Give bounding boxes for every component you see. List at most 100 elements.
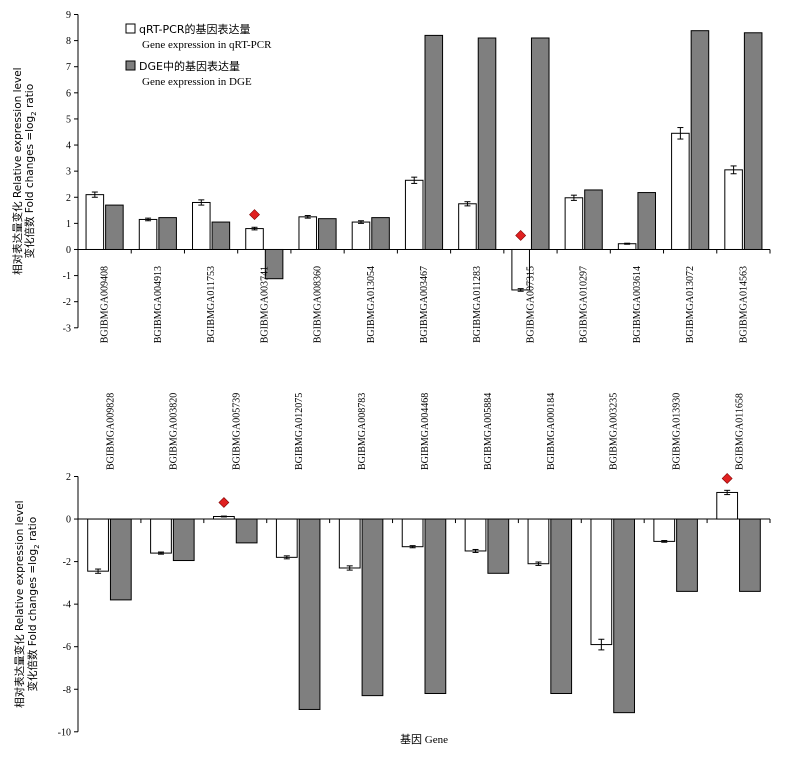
marker-diamond	[218, 497, 230, 508]
category-label: BGIBMGA010297	[579, 266, 590, 343]
bar-dge	[676, 518, 698, 592]
category-label: BGIBMGA011283	[472, 266, 483, 343]
bar-qrt-pcr	[87, 518, 109, 572]
category-label: BGIBMGA009828	[105, 393, 116, 470]
marker-diamond	[515, 230, 527, 241]
category-label: BGIBMGA013054	[366, 266, 377, 343]
bar-qrt-pcr	[138, 218, 158, 250]
bar-qrt-pcr	[527, 518, 550, 565]
bar-dge	[739, 518, 761, 592]
y-axis-title-line2: 变化倍数 Fold changes =log2 ratio	[26, 517, 41, 692]
category-label: BGIBMGA008360	[313, 266, 324, 343]
y-axis-title-tail: ratio	[24, 84, 36, 112]
category-label: BGIBMGA014563	[738, 266, 749, 343]
category-label: BGIBMGA013072	[685, 266, 696, 343]
y-axis-title-subscript: 2	[30, 111, 38, 115]
category-label: BGIBMGA003741	[259, 266, 270, 343]
legend-swatch-dge	[125, 60, 136, 71]
bar-qrt-pcr	[401, 518, 424, 548]
bar-qrt-pcr	[404, 179, 424, 250]
category-label: BGIBMGA009408	[100, 266, 111, 343]
bar-dge	[361, 518, 384, 697]
category-label: BGIBMGA005739	[231, 393, 242, 470]
category-label: BGIBMGA007315	[525, 266, 536, 343]
bar-qrt-pcr	[716, 491, 739, 520]
category-label: BGIBMGA011658	[735, 393, 746, 470]
bar-qrt-pcr	[458, 203, 477, 250]
bar-dge	[690, 30, 710, 250]
category-label: BGIBMGA003614	[632, 266, 643, 343]
y-tick-label: 5	[66, 114, 71, 125]
legend-label-dge-en: Gene expression in DGE	[142, 76, 252, 88]
bar-dge	[235, 518, 258, 544]
bar-dge	[424, 518, 447, 695]
y-tick-label: -10	[58, 727, 71, 738]
marker-diamond	[721, 473, 733, 484]
y-tick-label: 3	[66, 167, 71, 178]
bar-qrt-pcr	[351, 221, 371, 250]
top-chart: 9 8 7 6 5 4 3 2 1 0 -1 -2 -3 BGIBMGA009408 BGIBMGA0049…	[11, 10, 771, 343]
category-label: BGIBMGA003235	[609, 393, 620, 470]
bar-dge	[743, 32, 763, 250]
bar-dge	[318, 218, 337, 250]
legend: qRT-PCR的基因表达量 Gene expression in qRT-PCR…	[125, 22, 272, 88]
bar-qrt-pcr	[464, 518, 487, 552]
bar-dge	[109, 518, 132, 601]
bar-qrt-pcr	[298, 216, 318, 250]
y-tick-label: 1	[66, 219, 71, 230]
bar-dge	[424, 34, 444, 250]
legend-swatch-qrt-pcr	[125, 23, 136, 34]
legend-label-qrt-pcr-en: Gene expression in qRT-PCR	[142, 39, 272, 51]
y-tick-label: 7	[66, 62, 71, 73]
bar-qrt-pcr	[590, 518, 613, 646]
bar-dge	[550, 518, 573, 695]
y-tick-label: -8	[63, 685, 71, 696]
category-label: BGIBMGA003820	[168, 393, 179, 470]
category-label: BGIBMGA012075	[294, 393, 305, 470]
y-tick-label: 9	[66, 10, 71, 21]
bar-qrt-pcr	[564, 197, 584, 250]
bar-qrt-pcr	[85, 194, 105, 250]
bar-dge	[637, 192, 656, 250]
bar-dge	[613, 518, 635, 714]
y-tick-label: -2	[63, 557, 71, 568]
y-tick-label: -6	[63, 642, 71, 653]
y-tick-label: -2	[63, 297, 71, 308]
y-tick-label: -1	[63, 271, 71, 282]
bar-qrt-pcr	[192, 201, 211, 250]
y-tick-label: 8	[66, 36, 71, 47]
bottom-chart: 2 0 -2 -4 -6 -8 -10 BGIBMGA009828 BGIBMGA003820 B…	[13, 393, 771, 738]
bar-dge	[105, 204, 124, 250]
category-label: BGIBMGA004913	[153, 266, 164, 343]
y-axis-title-text: 变化倍数 Fold changes =log	[26, 549, 39, 692]
bar-dge	[584, 189, 603, 250]
y-tick-label: 4	[66, 141, 71, 152]
bar-dge	[371, 217, 390, 250]
bar-dge	[477, 37, 497, 250]
bar-dge	[298, 518, 321, 710]
category-label: BGIBMGA008783	[357, 393, 368, 470]
category-label: BGIBMGA000184	[546, 393, 557, 470]
y-tick-label: 6	[66, 88, 71, 99]
y-tick-label: 2	[66, 193, 71, 204]
legend-label-dge-cn: DGE中的基因表达量	[139, 59, 240, 73]
y-tick-label: 0	[66, 515, 71, 526]
bar-dge	[264, 248, 284, 280]
y-axis-title-subscript: 2	[33, 544, 41, 548]
y-axis-title-tail: ratio	[27, 517, 39, 545]
y-tick-label: 2	[66, 472, 71, 483]
legend-label-qrt-pcr-cn: qRT-PCR的基因表达量	[139, 22, 250, 36]
bar-qrt-pcr	[724, 169, 743, 250]
x-axis-title: 基因 Gene	[400, 733, 448, 746]
y-tick-label: -4	[63, 600, 71, 611]
y-axis-title-line1: 相对表达量变化 Relative expression level	[11, 67, 24, 274]
bar-dge	[211, 221, 231, 250]
bar-qrt-pcr	[338, 518, 361, 569]
y-axis-title-line1: 相对表达量变化 Relative expression level	[13, 500, 26, 707]
category-label: BGIBMGA011753	[206, 266, 217, 343]
bar-qrt-pcr	[653, 518, 676, 542]
y-tick-label: -3	[63, 323, 71, 334]
bar-qrt-pcr	[275, 518, 298, 558]
bar-qrt-pcr	[150, 518, 172, 554]
